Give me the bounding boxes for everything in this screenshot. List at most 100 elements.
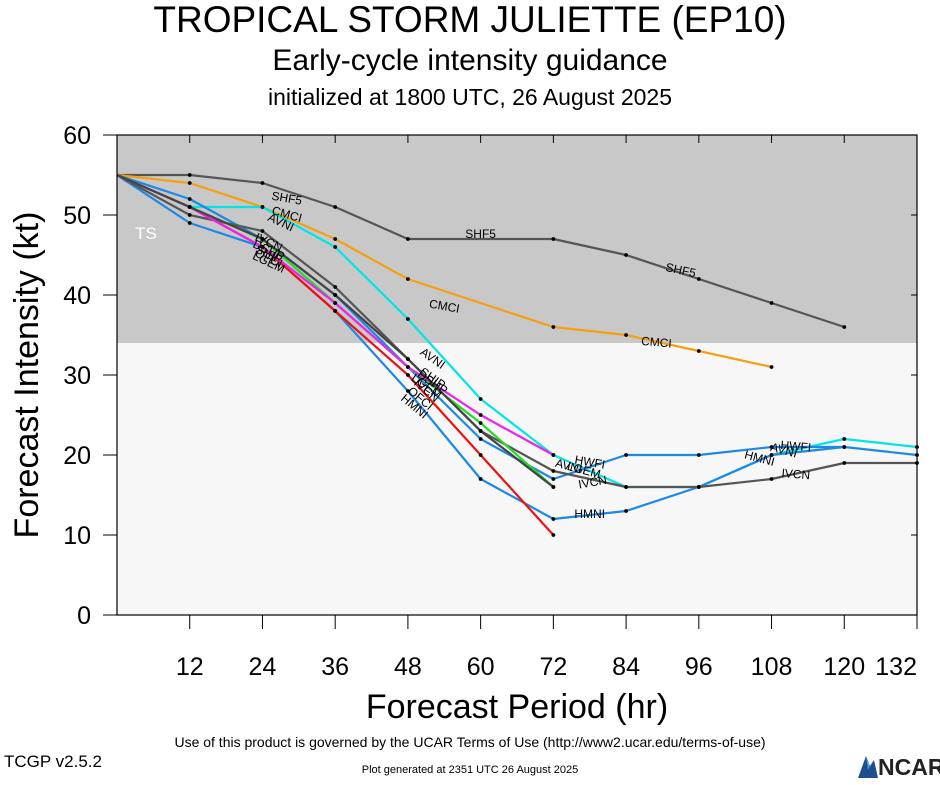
y-tick-label: 20 (63, 442, 91, 470)
x-tick-label: 108 (751, 653, 793, 681)
series-shf5-point (187, 173, 192, 177)
y-axis-title: Forecast Intensity (kt) (8, 212, 46, 539)
series-ofci-point (333, 309, 338, 313)
series-dshp-point (406, 365, 410, 369)
series-cmci-point (769, 365, 774, 369)
series-hwfi-point (187, 197, 192, 201)
series-label: HMNI (574, 507, 605, 521)
series-shf5-point (551, 237, 556, 241)
series-avni-point (406, 317, 410, 321)
series-label: AVNI (554, 456, 584, 477)
series-shf5-point (624, 253, 628, 257)
x-tick-label: 48 (394, 653, 422, 681)
series-dshp-point (478, 413, 483, 417)
series-lgem-point (333, 293, 338, 297)
series-cmci-point (696, 349, 701, 353)
series-ivcn-line (116, 174, 917, 489)
series-label: SHF5 (664, 260, 697, 280)
series-label: HWFI (574, 453, 607, 472)
ts-band-label: TS (135, 224, 157, 243)
series-ofci-point (406, 373, 410, 377)
series-label: SHF5 (465, 227, 496, 241)
series-hmni-point (624, 509, 628, 513)
series-lgem-point (406, 357, 410, 361)
ncar-logo-text: NCAR (878, 754, 940, 780)
series-shf5-point (333, 205, 338, 209)
series-avni-point (478, 397, 483, 401)
x-tick-label: 84 (612, 653, 640, 681)
series-shf5-point (842, 325, 847, 329)
x-tick-label: 120 (823, 653, 865, 681)
terms-of-use-note: Use of this product is governed by the U… (174, 734, 766, 750)
series-hmni-point (187, 221, 192, 225)
series-ivcn-point (842, 461, 847, 465)
series-shf5-point (769, 301, 774, 305)
series-cmci-point (551, 325, 556, 329)
series-cmci-point (624, 333, 628, 337)
plot-frame (116, 134, 918, 616)
chart-title: TROPICAL STORM JULIETTE (EP10) (153, 0, 787, 40)
y-tick-label: 50 (63, 202, 91, 230)
x-tick-label: 36 (321, 653, 349, 681)
series-shf5-line (117, 173, 845, 329)
x-tick-label: 12 (176, 653, 204, 681)
series-label: IVCN (781, 466, 811, 482)
y-tick-label: 10 (63, 522, 91, 550)
series-avni-line (116, 173, 918, 489)
series-hwfi-point (551, 477, 556, 481)
ncar-logo-icon (858, 756, 878, 778)
y-tick-label: 40 (63, 282, 91, 310)
x-tick-label: 96 (685, 653, 713, 681)
series-shf5-point (406, 237, 410, 241)
x-tick-label: 24 (249, 653, 277, 681)
version-label: TCGP v2.5.2 (4, 752, 102, 771)
x-axis-title: Forecast Period (hr) (366, 688, 668, 726)
series-ivcn-point (260, 229, 265, 233)
series-label: AVNI (769, 440, 799, 461)
series-avni-point (260, 205, 265, 209)
chart-subtitle: Early-cycle intensity guidance (272, 44, 668, 77)
series-ivcn-point (696, 485, 701, 489)
series-hwfi-point (624, 453, 628, 457)
series-ivcn-point (187, 213, 192, 217)
y-tick-label: 60 (63, 122, 91, 150)
axes: 0 10 20 30 40 50 60 12 24 36 48 60 72 84 96 108 120 132 (63, 122, 918, 681)
x-tick-label: 60 (467, 653, 495, 681)
series-hwfi-point (696, 453, 701, 457)
series-cmci-point (333, 237, 338, 241)
series-hwfi-point (478, 437, 483, 441)
series-hwfi-point (769, 445, 774, 449)
series-label: SHF5 (271, 189, 304, 208)
series-label: CMCI (641, 334, 673, 351)
series-label: HWFI (780, 438, 812, 455)
series-dshp-point (260, 245, 265, 249)
series-hmni-point (842, 445, 847, 449)
series-label: IVCN (577, 473, 608, 492)
init-time-line: initialized at 1800 UTC, 26 August 2025 (267, 84, 673, 110)
series-ivcn-point (624, 485, 628, 489)
series-lgem-point (187, 205, 192, 209)
series-cmci-point (406, 277, 410, 281)
series-avni-point (333, 245, 338, 249)
series-ofci-point (478, 453, 483, 457)
x-tick-label: 72 (539, 653, 567, 681)
y-tick-label: 30 (63, 362, 91, 390)
series-ivcn-point (333, 285, 338, 289)
series-shf5-point (696, 277, 701, 281)
series-label: CMCI (428, 297, 461, 316)
series-lgem-point (478, 429, 483, 433)
series-dshp-point (551, 453, 556, 457)
y-tick-label: 0 (77, 602, 91, 630)
generated-timestamp: Plot generated at 2351 UTC 26 August 202… (361, 764, 579, 776)
series-lgem-point (551, 485, 556, 489)
series-ivcn-point (551, 469, 556, 473)
series-shf5-point (260, 181, 265, 185)
series-ofci-point (551, 533, 556, 537)
series-ivcn-point (769, 477, 774, 481)
series-hmni-point (478, 477, 483, 481)
series-cmci-point (187, 181, 192, 185)
series-hmni-point (406, 389, 410, 393)
series-hmni-point (769, 453, 774, 457)
series-lgem-point (260, 237, 265, 241)
